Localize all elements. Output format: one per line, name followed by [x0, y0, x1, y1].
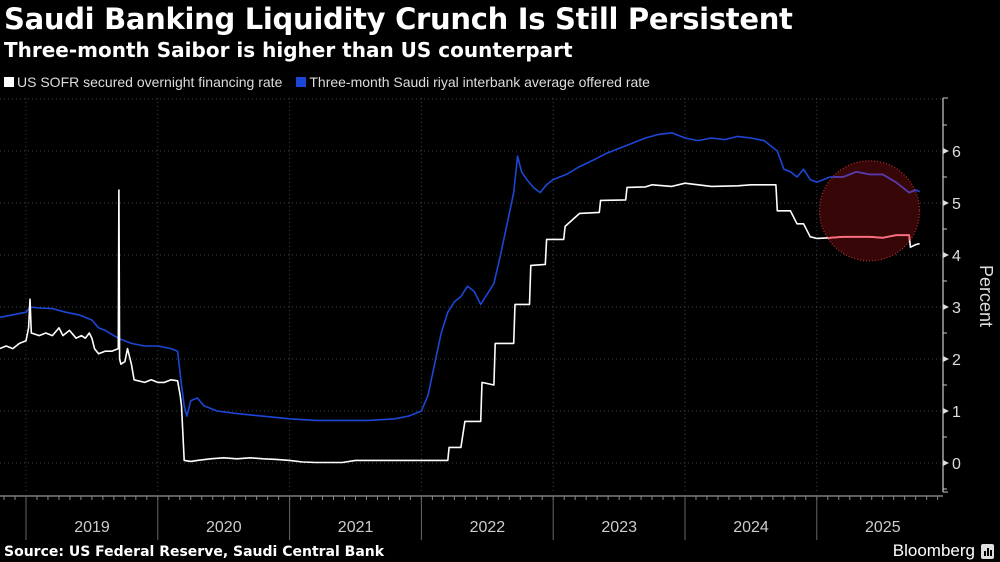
brand: Bloomberg — [893, 541, 994, 561]
legend-swatch-saibor — [296, 77, 307, 87]
sofr-line-highlighted — [819, 182, 920, 261]
y-tick-label: 3 — [952, 300, 961, 317]
x-tick-label: 2025 — [865, 519, 901, 536]
y-tick-label: 5 — [952, 196, 961, 213]
y-tick-label: 1 — [952, 404, 961, 421]
series-lines — [0, 132, 920, 464]
y-major-tick — [943, 356, 949, 362]
gridlines — [0, 98, 943, 492]
chart-subtitle: Three-month Saibor is higher than US cou… — [4, 38, 573, 62]
chart-title: Saudi Banking Liquidity Crunch Is Still … — [4, 2, 793, 36]
x-tick-label: 2020 — [206, 519, 242, 536]
x-tick-label: 2022 — [470, 519, 506, 536]
y-major-tick — [943, 460, 949, 466]
legend-label-sofr: US SOFR secured overnight financing rate — [17, 74, 283, 90]
sofr-line — [0, 182, 920, 464]
y-major-tick — [943, 408, 949, 414]
y-major-tick — [943, 200, 949, 206]
y-tick-label: 2 — [952, 352, 961, 369]
legend-swatch-sofr — [4, 77, 14, 87]
y-axis-title: Percent — [976, 265, 996, 327]
legend: US SOFR secured overnight financing rate… — [4, 74, 650, 90]
y-tick-label: 0 — [952, 456, 961, 473]
legend-item-saibor: Three-month Saudi riyal interbank averag… — [296, 74, 650, 90]
saibor-line-highlighted — [819, 160, 920, 261]
legend-item-sofr: US SOFR secured overnight financing rate — [4, 74, 282, 90]
x-tick-label: 2019 — [74, 519, 110, 536]
x-tick-label: 2024 — [733, 519, 769, 536]
legend-label-saibor: Three-month Saudi riyal interbank averag… — [309, 74, 650, 90]
source-note: Source: US Federal Reserve, Saudi Centra… — [4, 544, 385, 560]
axes: 0 1 2 3 4 5 6 2019 2020 2021 2022 2023 2024 2025 — [0, 97, 961, 540]
y-tick-label: 6 — [952, 144, 961, 161]
highlight-circle-group — [818, 160, 921, 262]
x-tick-label: 2023 — [601, 519, 637, 536]
bloomberg-logo-icon — [981, 543, 994, 559]
saibor-line — [0, 132, 920, 422]
highlight-circle — [818, 160, 921, 262]
x-tick-label: 2021 — [338, 519, 374, 536]
y-tick-label: 4 — [952, 248, 961, 265]
brand-name: Bloomberg — [892, 541, 975, 560]
y-major-tick — [943, 148, 949, 154]
y-major-tick — [943, 252, 949, 258]
y-major-tick — [943, 304, 949, 310]
